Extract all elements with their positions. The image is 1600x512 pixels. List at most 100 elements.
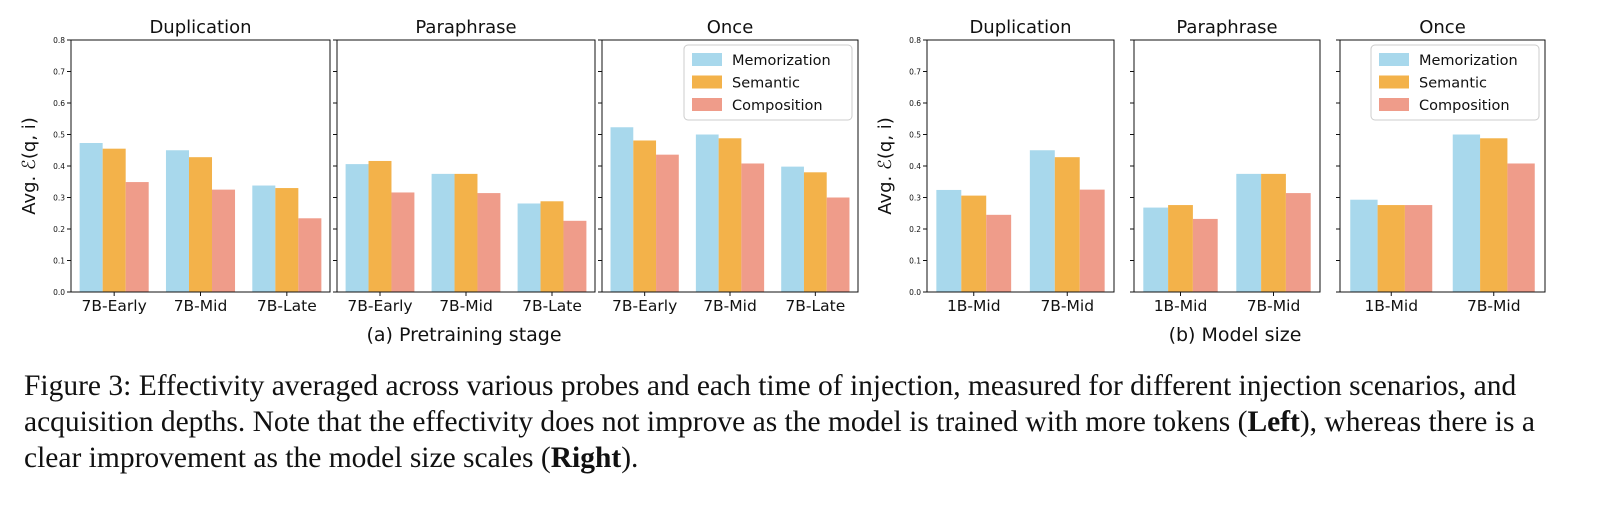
bar: [610, 127, 634, 292]
figure-charts: (a) Pretraining stage (b) Model size Dup…: [19, 17, 1546, 346]
bar: [454, 173, 478, 292]
bar: [656, 154, 679, 292]
legend-swatch: [1379, 53, 1409, 66]
caption-prefix: Figure 3:: [24, 370, 139, 402]
panel-frame: [1339, 39, 1546, 293]
y-axis-label: Avg. ℰ(q, i): [19, 117, 40, 215]
bar: [79, 143, 103, 292]
bar: [391, 192, 415, 292]
bar: [695, 134, 719, 292]
panel-frame: [1133, 39, 1321, 293]
panel-title: Once: [1419, 17, 1466, 38]
bar: [477, 193, 501, 292]
panel-frame: [70, 39, 331, 293]
bar: [826, 197, 850, 292]
caption-middle: ), whereas there is a clear improvement …: [24, 406, 1535, 474]
y-tick-label: 0.2: [909, 225, 921, 234]
x-tick-label: 7B-Mid: [703, 297, 757, 315]
legend-label: Composition: [1419, 98, 1510, 114]
y-tick-label: 0.4: [53, 162, 65, 171]
x-tick-label: 7B-Mid: [1040, 297, 1094, 315]
bar: [633, 140, 657, 292]
y-tick-label: 0.4: [909, 162, 921, 171]
bar: [188, 157, 213, 292]
x-tick-label: 7B-Early: [612, 297, 677, 315]
y-tick-label: 0.7: [909, 68, 921, 77]
bar: [102, 148, 126, 292]
bar: [275, 188, 299, 292]
bar: [781, 166, 804, 292]
bar: [986, 214, 1012, 292]
bar: [298, 218, 322, 292]
bar: [368, 160, 392, 292]
caption-left: Left: [1247, 406, 1300, 438]
x-tick-label: 7B-Late: [522, 297, 582, 315]
y-tick-label: 0.3: [53, 194, 65, 203]
caption-suffix: ).: [621, 442, 639, 474]
y-tick-label: 0.0: [909, 288, 921, 297]
panel-frame: [926, 39, 1115, 293]
bar: [803, 172, 827, 292]
bar: [1350, 199, 1378, 292]
bar: [718, 138, 742, 292]
bar: [1377, 205, 1405, 292]
x-tick-label: 1B-Mid: [1154, 297, 1208, 315]
bar: [517, 203, 541, 292]
bar: [1168, 205, 1193, 292]
legend-label: Memorization: [1419, 53, 1518, 69]
panel-title: Duplication: [149, 17, 251, 38]
panel-title: Duplication: [969, 17, 1071, 38]
bar: [125, 182, 149, 292]
legend-label: Semantic: [1419, 76, 1487, 92]
group-label-pretraining: (a) Pretraining stage: [366, 324, 561, 346]
y-tick-label: 0.8: [53, 36, 65, 45]
bar: [1143, 207, 1169, 292]
x-tick-label: 1B-Mid: [947, 297, 1001, 315]
legend-swatch: [692, 75, 722, 89]
bar: [1480, 138, 1508, 292]
x-tick-label: 7B-Late: [785, 297, 845, 315]
legend-box: [1370, 44, 1540, 121]
x-tick-label: 1B-Mid: [1364, 297, 1418, 315]
bar: [741, 163, 765, 292]
panel-title: Paraphrase: [1176, 17, 1277, 38]
x-tick-label: 7B-Mid: [439, 297, 493, 315]
bar: [252, 185, 276, 292]
legend-swatch: [692, 98, 722, 111]
x-tick-label: 7B-Mid: [174, 297, 228, 315]
legend-box: [683, 44, 853, 121]
bar: [1285, 193, 1311, 292]
bar: [345, 164, 369, 292]
bar: [212, 189, 236, 292]
y-tick-label: 0.6: [53, 99, 65, 108]
y-tick-label: 0.0: [53, 288, 65, 297]
y-tick-label: 0.5: [53, 131, 65, 140]
bar: [1404, 205, 1433, 292]
x-tick-label: 7B-Late: [257, 297, 317, 315]
bar: [1261, 173, 1286, 292]
bar: [1236, 173, 1262, 292]
bar: [1507, 163, 1535, 292]
legend-label: Memorization: [732, 53, 831, 69]
panel-title: Paraphrase: [415, 17, 516, 38]
y-tick-label: 0.8: [909, 36, 921, 45]
x-tick-label: 7B-Early: [347, 297, 412, 315]
bar: [1452, 134, 1481, 292]
y-tick-label: 0.7: [53, 68, 65, 77]
bar: [1029, 150, 1055, 292]
figure-caption: Figure 3: Effectivity averaged across va…: [24, 368, 1584, 476]
bar: [1079, 189, 1105, 292]
legend-label: Semantic: [732, 76, 800, 92]
legend-swatch: [1379, 75, 1409, 89]
legend-swatch: [1379, 98, 1409, 111]
x-tick-label: 7B-Mid: [1247, 297, 1301, 315]
y-tick-label: 0.3: [909, 194, 921, 203]
y-tick-label: 0.1: [53, 257, 65, 266]
panel-frame: [601, 39, 859, 293]
group-label-model-size: (b) Model size: [1169, 324, 1302, 346]
bar: [165, 150, 189, 292]
x-tick-label: 7B-Early: [82, 297, 147, 315]
caption-body: Effectivity averaged across various prob…: [24, 370, 1517, 438]
bar: [1192, 218, 1218, 292]
panel-title: Once: [707, 17, 754, 38]
